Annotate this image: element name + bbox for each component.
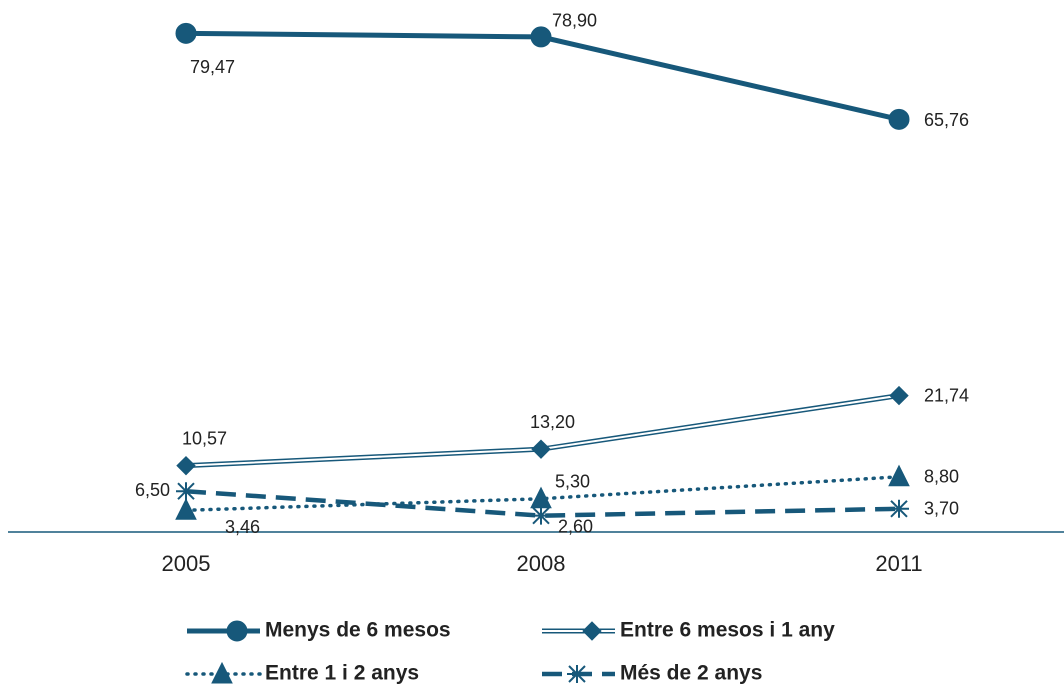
marker: [888, 464, 910, 487]
marker: [175, 498, 197, 520]
legend-label: Més de 2 anys: [620, 662, 762, 685]
data-label: 65,76: [924, 110, 969, 130]
marker: [531, 439, 551, 459]
legend-marker: [226, 620, 248, 642]
data-label: 10,57: [182, 428, 227, 448]
marker: [530, 26, 552, 48]
series-line: [184, 475, 901, 513]
marker: [176, 455, 196, 476]
marker: [175, 22, 197, 44]
data-label: 13,20: [530, 412, 575, 432]
x-tick-label: 2005: [162, 551, 211, 576]
data-label: 5,30: [555, 471, 590, 491]
legend-marker: [582, 621, 602, 641]
legend-label: Entre 6 mesos i 1 any: [620, 619, 835, 642]
marker: [176, 482, 196, 501]
marker: [889, 385, 909, 406]
legend-label: Menys de 6 mesos: [265, 619, 451, 642]
data-label: 3,46: [225, 517, 260, 537]
legend-marker: [567, 665, 587, 683]
marker: [531, 506, 551, 525]
data-label: 3,70: [924, 499, 959, 519]
data-label: 79,47: [190, 57, 235, 77]
legend-marker: [211, 661, 233, 684]
x-tick-label: 2008: [517, 551, 566, 576]
data-label: 8,80: [924, 467, 959, 487]
data-label: 78,90: [552, 11, 597, 31]
marker: [889, 499, 909, 518]
data-label: 2,60: [558, 516, 593, 536]
x-tick-label: 2011: [875, 551, 922, 576]
data-label: 21,74: [924, 385, 969, 405]
data-label: 6,50: [135, 480, 170, 500]
marker: [888, 108, 910, 130]
legend-label: Entre 1 i 2 anys: [265, 662, 419, 685]
